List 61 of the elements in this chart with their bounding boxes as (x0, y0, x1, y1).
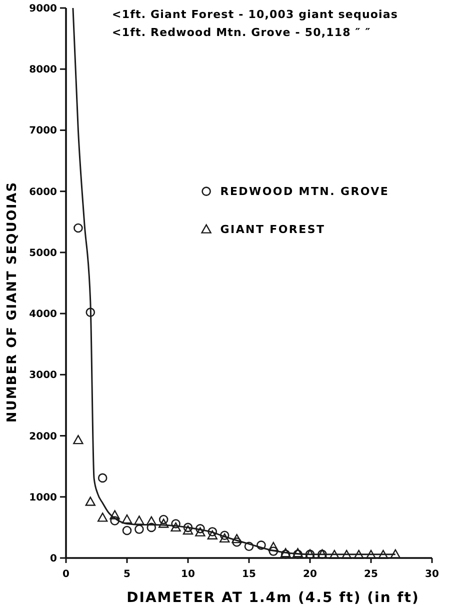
point (110, 516, 120, 526)
point (256, 540, 266, 550)
point (134, 524, 144, 534)
annotation: <1ft. Redwood Mtn. Grove - 50,118 ″ ″ (112, 26, 371, 39)
x-tick-label: 25 (364, 569, 378, 580)
point (354, 550, 364, 560)
legend-label: GIANT FOREST (220, 223, 326, 236)
point (342, 550, 352, 560)
x-tick-label: 10 (181, 569, 195, 580)
y-tick-label: 8000 (29, 64, 58, 76)
point (73, 434, 84, 444)
point (329, 550, 340, 560)
y-tick-label: 0 (50, 554, 58, 564)
point (195, 527, 206, 536)
point (85, 496, 96, 506)
point (232, 534, 242, 544)
point (208, 527, 218, 536)
point (98, 512, 108, 522)
y-tick-label: 1000 (29, 492, 58, 504)
point (158, 518, 169, 528)
point (98, 473, 108, 483)
x-tick-label: 0 (62, 569, 70, 580)
point (220, 530, 230, 540)
point (171, 519, 180, 528)
x-axis-title: DIAMETER AT 1.4m (4.5 ft) (in ft) (126, 590, 420, 606)
y-tick-label: 5000 (29, 248, 58, 259)
y-tick-label: 4000 (29, 309, 58, 320)
point (146, 516, 156, 526)
y-axis-title: NUMBER OF GIANT SEQUOIAS (5, 181, 20, 423)
point (390, 549, 400, 558)
point (86, 308, 96, 317)
x-tick-label: 15 (242, 569, 256, 580)
point (158, 514, 168, 524)
y-tick-label: 6000 (29, 186, 58, 198)
point (122, 514, 132, 524)
point (232, 537, 242, 547)
x-tick-label: 5 (124, 569, 131, 580)
point (220, 533, 230, 543)
point (196, 524, 205, 534)
point (366, 550, 376, 560)
point (134, 516, 144, 525)
point (207, 530, 218, 540)
y-tick-label: 2000 (29, 431, 58, 442)
point (146, 522, 156, 532)
point (183, 522, 193, 532)
y-tick-label: 9000 (29, 4, 58, 14)
x-tick-label: 20 (303, 569, 317, 580)
point (182, 525, 194, 535)
point (268, 542, 278, 552)
point (378, 550, 388, 560)
point (74, 223, 83, 233)
y-tick-label: 7000 (29, 126, 58, 137)
point (244, 542, 254, 552)
point (170, 522, 181, 532)
y-tick-label: 3000 (29, 370, 58, 382)
point (122, 526, 132, 536)
annotation: <1ft. Giant Forest - 10,003 giant sequoias (112, 8, 398, 21)
point (268, 546, 278, 556)
x-tick-label: 30 (425, 569, 439, 580)
point (110, 510, 120, 520)
legend-label: REDWOOD MTN. GROVE (220, 185, 390, 198)
